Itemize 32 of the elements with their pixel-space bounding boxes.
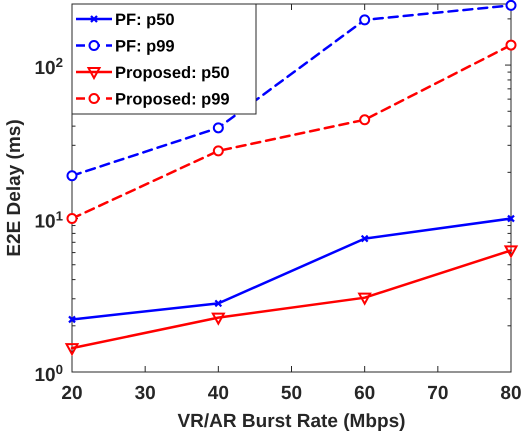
point xyxy=(504,245,518,258)
y-tick-label: 10$^{2}$ xyxy=(34,54,63,80)
x-tick-label: 50 xyxy=(280,383,302,404)
legend-label: PF: p50 xyxy=(115,11,175,29)
point xyxy=(66,213,78,224)
point xyxy=(506,40,516,51)
point xyxy=(66,170,78,182)
x-tick-label: 30 xyxy=(134,383,156,404)
point xyxy=(359,114,370,126)
y-tick-label: 10$^{0}$ xyxy=(34,362,63,386)
legend-label: Proposed: p50 xyxy=(115,64,230,82)
x-axis-title: VR/AR Burst Rate (Mbps) xyxy=(177,411,406,432)
x-tick-label: 80 xyxy=(500,383,522,404)
point xyxy=(358,292,372,305)
point xyxy=(212,312,225,325)
x-tick-label: 60 xyxy=(354,383,376,404)
point xyxy=(66,343,78,356)
point xyxy=(506,214,516,223)
x-tick-label: 20 xyxy=(61,383,83,404)
point xyxy=(506,0,516,11)
y-axis-title: E2E Delay (ms) xyxy=(4,119,25,257)
y-tick-label: 10$^{1}$ xyxy=(34,208,64,233)
point xyxy=(212,122,224,134)
point xyxy=(212,145,224,156)
point xyxy=(359,14,370,26)
legend-label: PF: p99 xyxy=(115,38,175,56)
point xyxy=(360,234,369,243)
point xyxy=(68,315,76,324)
x-tick-label: 70 xyxy=(427,383,448,404)
legend-label: Proposed: p99 xyxy=(115,90,230,108)
x-tick-label: 40 xyxy=(208,383,229,404)
point xyxy=(214,299,222,308)
